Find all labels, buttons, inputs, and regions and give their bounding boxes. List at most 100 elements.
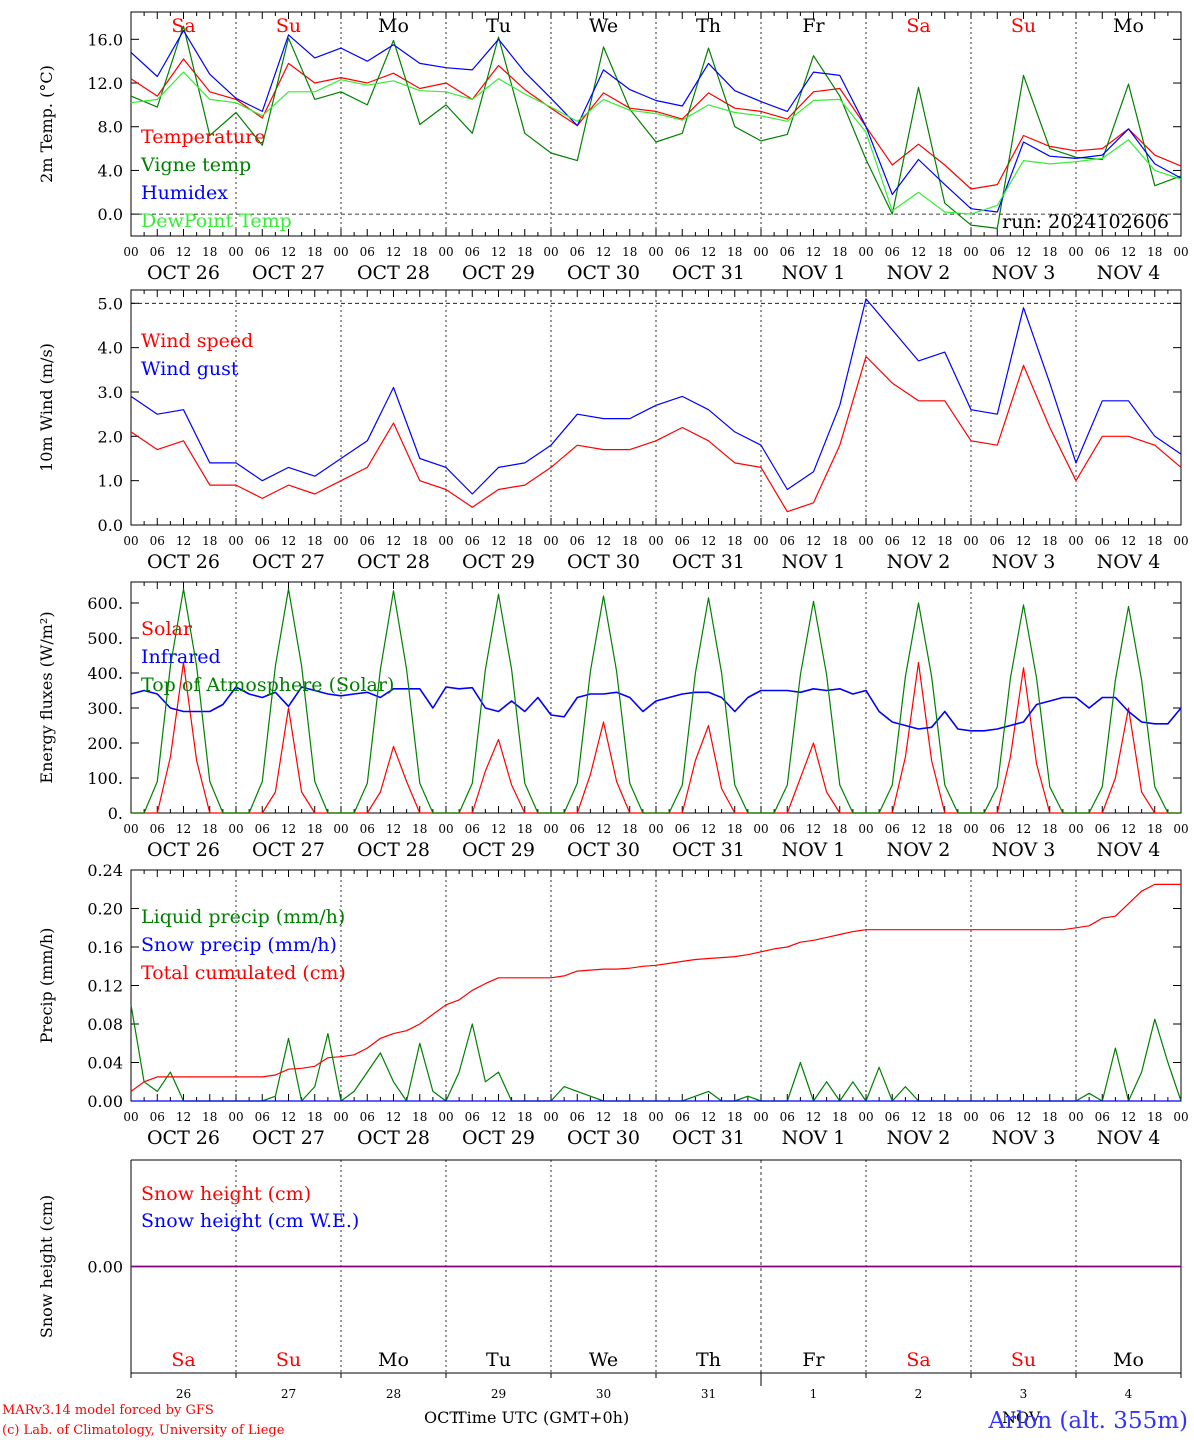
x-hour-label: 00 — [333, 534, 348, 548]
x-hour-label: 06 — [1095, 534, 1110, 548]
x-date-label: NOV 2 — [887, 1127, 951, 1149]
y-tick-label: 1.0 — [98, 472, 123, 491]
x-hour-label: 06 — [360, 822, 375, 836]
x-hour-label: 18 — [937, 1110, 952, 1124]
x-hour-label: 00 — [543, 534, 558, 548]
x-hour-label: 06 — [780, 822, 795, 836]
day-number-label: 3 — [1020, 1387, 1028, 1401]
x-hour-label: 06 — [570, 822, 585, 836]
x-hour-label: 06 — [255, 245, 270, 259]
x-hour-label: 06 — [150, 245, 165, 259]
model-credit-line-2: (c) Lab. of Climatology, University of L… — [2, 1423, 285, 1438]
x-hour-label: 12 — [491, 822, 506, 836]
x-date-label: OCT 29 — [462, 1127, 535, 1149]
y-axis-label: Precip (mm/h) — [37, 928, 56, 1044]
day-number-label: 31 — [701, 1387, 716, 1401]
x-hour-label: 00 — [228, 534, 243, 548]
y-tick-label: 0.00 — [87, 1258, 123, 1277]
x-hour-label: 18 — [412, 534, 427, 548]
day-name-label: Sa — [906, 15, 930, 37]
x-hour-label: 06 — [150, 822, 165, 836]
x-hour-label: 12 — [701, 822, 716, 836]
x-hour-label: 00 — [333, 822, 348, 836]
x-date-label: OCT 30 — [567, 1127, 640, 1149]
x-hour-label: 18 — [1042, 822, 1057, 836]
x-hour-label: 18 — [1147, 245, 1162, 259]
x-hour-label: 18 — [202, 822, 217, 836]
x-hour-label: 18 — [727, 534, 742, 548]
legend-entry: Snow height (cm) — [141, 1183, 311, 1205]
x-hour-label: 12 — [1121, 822, 1136, 836]
x-hour-label: 06 — [1095, 1110, 1110, 1124]
day-name-label: Tu — [486, 15, 511, 37]
x-hour-label: 18 — [202, 1110, 217, 1124]
y-tick-label: 600. — [87, 594, 123, 613]
y-tick-label: 0.04 — [87, 1054, 123, 1073]
x-hour-label: 06 — [885, 534, 900, 548]
x-hour-label: 00 — [1068, 245, 1083, 259]
panel-wind: 0.0 1.0 2.0 3.0 4.0 5.0 10m Wind (m/s) 00 06 12 18… — [37, 289, 1189, 573]
x-hour-label: 06 — [570, 1110, 585, 1124]
x-hour-label: 06 — [675, 822, 690, 836]
x-hour-label: 00 — [123, 1110, 138, 1124]
panel-precip: 0.00 0.04 0.08 0.12 0.16 0.20 0.24 Precip (mm/h… — [37, 861, 1189, 1149]
x-date-label: NOV 4 — [1097, 262, 1161, 284]
x-date-label: OCT 29 — [462, 551, 535, 573]
x-hour-label: 00 — [1068, 822, 1083, 836]
day-name-label: Mo — [378, 15, 409, 37]
x-hour-label: 12 — [911, 1110, 926, 1124]
x-hour-label: 18 — [832, 822, 847, 836]
x-hour-label: 06 — [990, 822, 1005, 836]
x-hour-label: 06 — [360, 1110, 375, 1124]
legend-entry: Vigne temp — [140, 154, 251, 176]
x-hour-label: 00 — [648, 245, 663, 259]
series-line-wind-gust — [130, 298, 1182, 495]
x-hour-label: 12 — [176, 534, 191, 548]
series-line-infrared — [130, 686, 1182, 732]
day-number-label: 26 — [176, 1387, 191, 1401]
day-number-label: 4 — [1125, 1387, 1133, 1401]
x-hour-label: 06 — [990, 534, 1005, 548]
x-date-label: OCT 26 — [147, 839, 220, 861]
x-hour-label: 12 — [1121, 245, 1136, 259]
x-hour-label: 00 — [963, 1110, 978, 1124]
x-hour-label: 12 — [911, 534, 926, 548]
x-hour-label: 00 — [543, 1110, 558, 1124]
x-hour-label: 06 — [360, 534, 375, 548]
y-tick-label: 0.0 — [98, 516, 123, 535]
x-hour-label: 06 — [1095, 245, 1110, 259]
x-hour-label: 06 — [675, 1110, 690, 1124]
x-hour-label: 06 — [465, 534, 480, 548]
series-line-top-of-atmosphere-solar- — [131, 588, 1181, 814]
day-name-label: Sa — [171, 1349, 195, 1371]
y-tick-label: 300. — [87, 699, 123, 718]
x-hour-label: 00 — [858, 245, 873, 259]
x-date-label: OCT 27 — [252, 839, 325, 861]
x-hour-label: 06 — [570, 245, 585, 259]
x-date-label: OCT 28 — [357, 262, 430, 284]
x-hour-label: 00 — [963, 534, 978, 548]
day-name-label: Su — [1011, 1349, 1036, 1371]
x-hour-label: 00 — [648, 822, 663, 836]
x-hour-label: 18 — [1042, 245, 1057, 259]
y-tick-label: 0. — [108, 804, 123, 823]
x-hour-label: 12 — [176, 822, 191, 836]
x-date-label: OCT 29 — [462, 262, 535, 284]
y-tick-label: 0.0 — [98, 205, 123, 224]
x-hour-label: 00 — [858, 822, 873, 836]
y-tick-label: 500. — [87, 629, 123, 648]
day-name-label: We — [589, 15, 618, 37]
x-hour-label: 12 — [806, 534, 821, 548]
x-hour-label: 06 — [990, 245, 1005, 259]
y-tick-label: 4.0 — [98, 161, 123, 180]
x-hour-label: 12 — [491, 1110, 506, 1124]
x-hour-label: 06 — [780, 534, 795, 548]
x-hour-label: 18 — [1042, 1110, 1057, 1124]
x-hour-label: 18 — [727, 822, 742, 836]
day-name-label: Su — [276, 15, 301, 37]
x-date-label: OCT 30 — [567, 551, 640, 573]
x-hour-label: 00 — [438, 534, 453, 548]
x-hour-label: 06 — [885, 1110, 900, 1124]
x-hour-label: 06 — [255, 822, 270, 836]
x-hour-label: 06 — [675, 245, 690, 259]
